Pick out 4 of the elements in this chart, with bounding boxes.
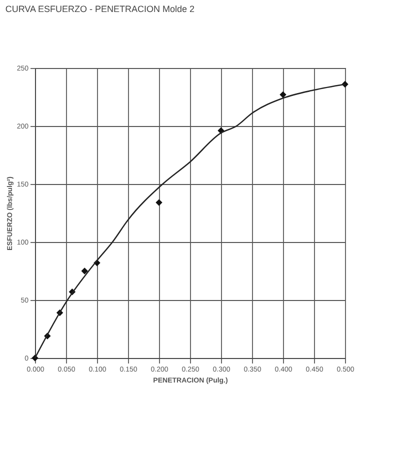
point [156,199,162,206]
chart-title: CURVA ESFUERZO - PENETRACION Molde 2 [5,4,195,14]
point [280,91,286,98]
point [81,268,88,274]
